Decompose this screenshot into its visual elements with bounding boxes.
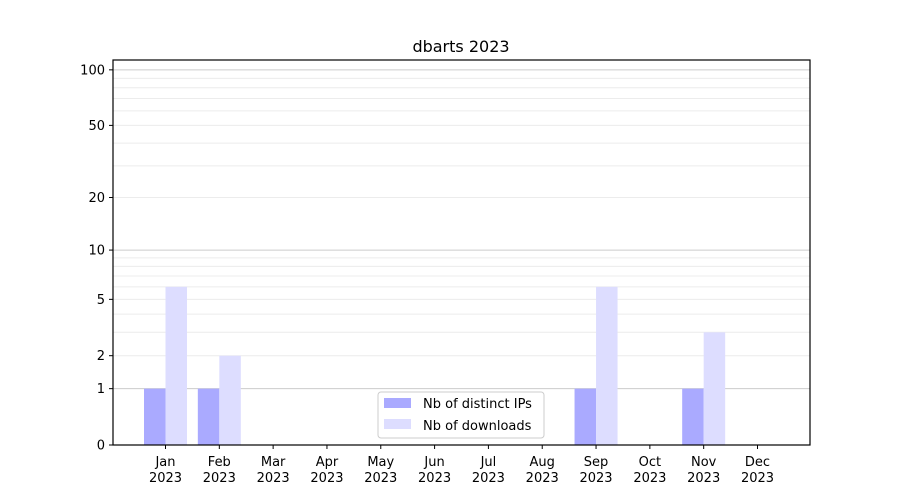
x-tick-label: 2023 xyxy=(418,471,451,486)
y-axis: 0 1 2 5 10 20 50 100 xyxy=(80,63,113,454)
x-tick-label: 2023 xyxy=(687,471,720,486)
x-tick-label: Apr xyxy=(316,455,339,470)
x-tick-label: Mar xyxy=(261,455,286,470)
bar-distinct-ips xyxy=(682,388,704,445)
x-tick-label: 2023 xyxy=(364,471,397,486)
chart-title: dbarts 2023 xyxy=(412,37,509,56)
x-tick-label: 2023 xyxy=(633,471,666,486)
y-tick-label: 50 xyxy=(88,119,105,134)
x-axis: Jan2023Feb2023Mar2023Apr2023May2023Jun20… xyxy=(149,445,774,486)
gridlines xyxy=(113,69,810,390)
x-tick-label: 2023 xyxy=(257,471,290,486)
y-tick-label: 100 xyxy=(80,63,105,78)
x-tick-label: Jun xyxy=(423,455,444,470)
legend-swatch-downloads xyxy=(384,419,411,429)
x-tick-label: Jan xyxy=(154,455,175,470)
x-tick-label: 2023 xyxy=(149,471,182,486)
bar-distinct-ips xyxy=(574,388,597,445)
x-tick-label: Oct xyxy=(639,455,661,470)
x-tick-label: Jul xyxy=(480,455,497,470)
legend: Nb of distinct IPs Nb of downloads xyxy=(377,391,545,439)
x-tick-label: Aug xyxy=(530,455,555,470)
y-tick-label: 20 xyxy=(88,191,105,206)
x-tick-label: Dec xyxy=(745,455,770,470)
legend-label-distinct-ips: Nb of distinct IPs xyxy=(423,397,532,412)
y-tick-label: 0 xyxy=(97,439,105,454)
bar-downloads xyxy=(219,355,241,445)
x-tick-label: Sep xyxy=(584,455,609,470)
bar-downloads xyxy=(165,286,187,445)
bar-downloads xyxy=(596,286,618,445)
legend-swatch-distinct-ips xyxy=(384,398,411,408)
bar-downloads xyxy=(703,332,726,445)
x-tick-label: Feb xyxy=(208,455,231,470)
bars xyxy=(144,286,726,445)
x-tick-label: 2023 xyxy=(741,471,774,486)
y-tick-label: 2 xyxy=(97,349,105,364)
x-tick-label: 2023 xyxy=(203,471,236,486)
plot-frame xyxy=(112,59,811,446)
y-tick-label: 1 xyxy=(97,382,105,397)
x-tick-label: Nov xyxy=(691,455,717,470)
bar-distinct-ips xyxy=(197,388,220,445)
x-tick-label: 2023 xyxy=(472,471,505,486)
x-tick-label: May xyxy=(367,455,394,470)
legend-label-downloads: Nb of downloads xyxy=(423,419,532,434)
y-tick-label: 5 xyxy=(97,293,105,308)
x-tick-label: 2023 xyxy=(310,471,343,486)
x-tick-label: 2023 xyxy=(526,471,559,486)
bar-distinct-ips xyxy=(144,388,166,445)
x-tick-label: 2023 xyxy=(579,471,612,486)
y-tick-label: 10 xyxy=(88,244,105,259)
